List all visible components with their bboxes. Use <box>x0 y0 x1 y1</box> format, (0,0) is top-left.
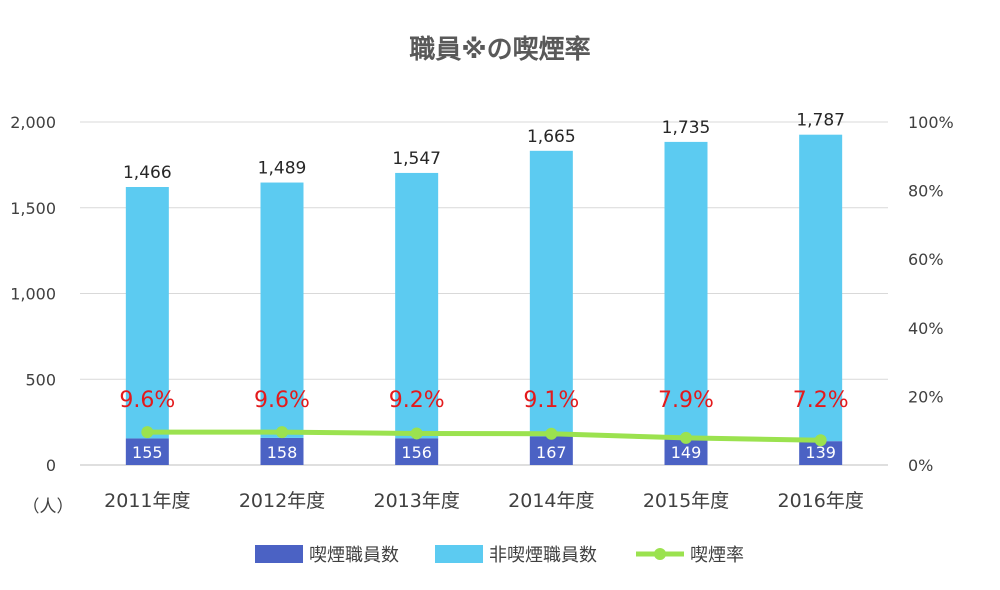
smokers-value-label: 167 <box>536 443 567 462</box>
y-right-tick-label: 100% <box>908 113 954 132</box>
legend-label-rate: 喫煙率 <box>690 545 744 566</box>
rate-value-label: 7.9% <box>658 388 714 413</box>
smokers-value-label: 155 <box>132 443 163 462</box>
bar-smokers <box>529 436 573 465</box>
bar-nonsmokers <box>664 141 708 440</box>
bar-nonsmokers <box>125 186 169 439</box>
data-labels: 1,466 155 9.6% 1,489 158 9.6% 1,547 156 9.2% 1,66… <box>119 111 848 462</box>
bar-smokers <box>125 438 169 465</box>
smokers-value-label: 149 <box>671 443 702 462</box>
nonsmokers-value-label: 1,665 <box>527 127 576 147</box>
y-right-tick-label: 80% <box>908 182 944 201</box>
y-right-tick-label: 40% <box>908 319 944 338</box>
chart-title: 職員※の喫煙率 <box>409 34 590 65</box>
x-tick-label: 2014年度 <box>508 490 594 512</box>
y-axis-left: 0 500 1,000 1,500 2,000 <box>10 113 56 475</box>
y-left-tick-label: 2,000 <box>10 113 56 132</box>
nonsmokers-value-label: 1,466 <box>123 163 172 183</box>
rate-point <box>814 434 827 447</box>
bar-smokers <box>260 437 304 465</box>
rate-value-label: 7.2% <box>793 388 849 413</box>
smokers-value-label: 156 <box>401 443 432 462</box>
bar-nonsmokers <box>260 182 304 438</box>
legend: 喫煙職員数 非喫煙職員数 喫煙率 <box>255 545 744 566</box>
rate-value-label: 9.6% <box>254 388 310 413</box>
bars <box>125 134 843 465</box>
nonsmokers-value-label: 1,547 <box>392 149 441 169</box>
y-left-tick-label: 1,000 <box>10 285 56 304</box>
nonsmokers-value-label: 1,489 <box>258 159 307 179</box>
y-left-tick-label: 1,500 <box>10 199 56 218</box>
smokers-value-label: 158 <box>267 443 298 462</box>
rate-point <box>680 431 692 444</box>
x-axis: 2011年度 2012年度 2013年度 2014年度 2015年度 2016年度 <box>104 490 864 512</box>
y-axis-right: 0% 20% 40% 60% 80% 100% <box>908 113 954 475</box>
bar-nonsmokers <box>799 134 843 442</box>
legend-swatch-rate-marker <box>654 548 666 560</box>
rate-point <box>545 427 558 440</box>
grid <box>80 121 888 466</box>
legend-label-smokers: 喫煙職員数 <box>309 545 399 566</box>
bar-nonsmokers <box>395 172 439 439</box>
nonsmokers-value-label: 1,787 <box>796 111 845 131</box>
y-left-tick-label: 500 <box>25 370 56 389</box>
x-tick-label: 2011年度 <box>104 490 190 512</box>
bar-smokers <box>395 438 439 465</box>
y-right-tick-label: 20% <box>908 387 944 406</box>
bar-smokers <box>799 441 843 465</box>
y-right-tick-label: 60% <box>908 250 944 269</box>
legend-swatch-smokers <box>255 545 303 563</box>
x-tick-label: 2016年度 <box>777 490 863 512</box>
rate-value-label: 9.6% <box>119 388 175 413</box>
x-tick-label: 2015年度 <box>643 490 729 512</box>
rate-point <box>276 426 288 439</box>
rate-line <box>141 426 827 447</box>
rate-value-label: 9.1% <box>523 388 579 413</box>
legend-label-nonsmokers: 非喫煙職員数 <box>489 545 597 566</box>
bar-nonsmokers <box>529 150 573 437</box>
y-left-tick-label: 0 <box>46 456 56 475</box>
rate-point <box>141 426 154 439</box>
nonsmokers-value-label: 1,735 <box>662 118 711 138</box>
rate-point <box>410 427 423 440</box>
rate-line-path <box>147 429 821 443</box>
rate-value-label: 9.2% <box>389 388 445 413</box>
y-right-tick-label: 0% <box>908 456 933 475</box>
legend-swatch-nonsmokers <box>435 545 483 563</box>
smokers-value-label: 139 <box>805 443 836 462</box>
y-axis-unit-label: （人） <box>23 497 74 517</box>
x-tick-label: 2013年度 <box>373 490 459 512</box>
x-tick-label: 2012年度 <box>239 490 325 512</box>
